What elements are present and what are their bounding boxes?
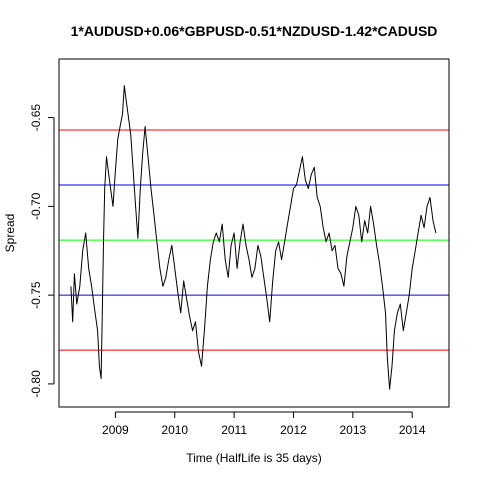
x-tick-label: 2012 <box>280 423 307 437</box>
plot-frame <box>58 58 450 408</box>
y-axis-label: Spread <box>3 214 17 253</box>
x-tick-label: 2010 <box>161 423 188 437</box>
x-tick-label: 2009 <box>102 423 129 437</box>
y-tick-label: -0.70 <box>29 192 43 220</box>
x-tick-label: 2013 <box>339 423 366 437</box>
series-layer <box>70 85 437 390</box>
x-tick-label: 2014 <box>399 423 426 437</box>
y-axis: -0.65 -0.70 -0.75 -0.80 <box>29 104 55 398</box>
reference-lines <box>59 129 449 351</box>
x-axis: 2009 2010 2011 2012 2013 2014 <box>102 411 426 437</box>
spread-series-line <box>70 85 437 390</box>
chart-title: 1*AUDUSD+0.06*GBPUSD-0.51*NZDUSD-1.42*CA… <box>71 23 438 39</box>
y-tick-label: -0.75 <box>29 281 43 309</box>
y-tick-label: -0.80 <box>29 370 43 398</box>
y-tick-label: -0.65 <box>29 104 43 132</box>
x-axis-label: Time (HalfLife is 35 days) <box>186 451 322 465</box>
x-tick-label: 2011 <box>221 423 247 437</box>
